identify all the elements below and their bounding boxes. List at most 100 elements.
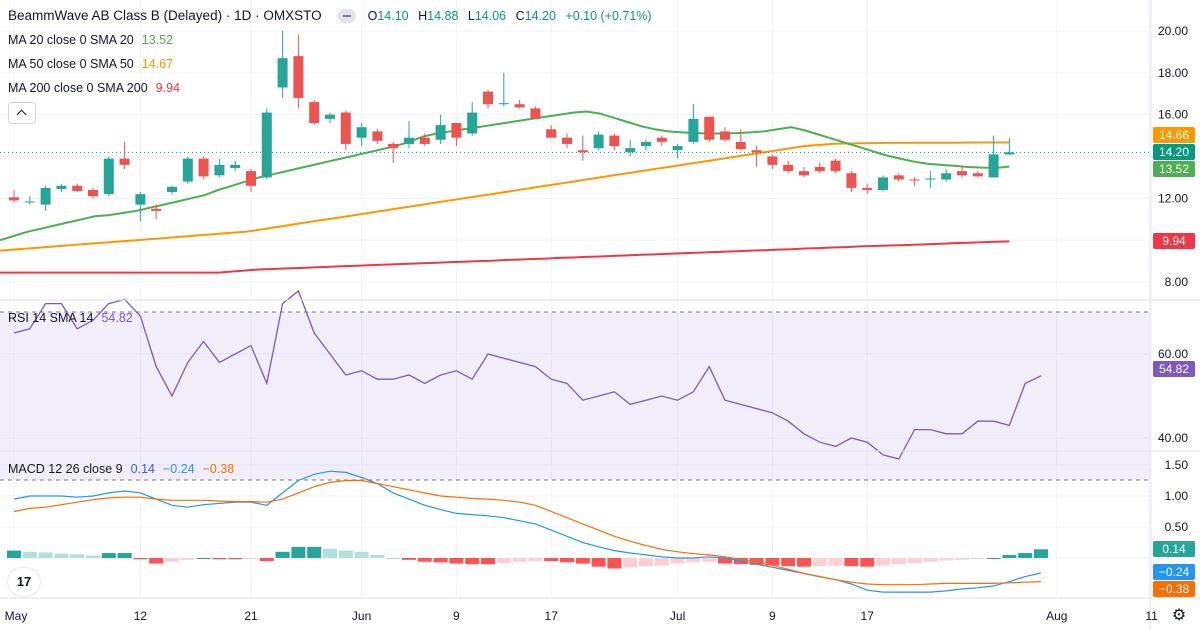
- macd-histogram-bar: [544, 558, 559, 562]
- macd-histogram-bar: [718, 558, 732, 564]
- candle: [103, 156, 114, 197]
- open-value: 14.10: [377, 8, 409, 23]
- candle: [230, 160, 241, 172]
- candle-body: [909, 179, 920, 181]
- macd-histogram-bar: [560, 558, 574, 563]
- candle-body: [309, 102, 320, 124]
- candle-body: [941, 173, 952, 180]
- candle: [625, 139, 636, 157]
- rsi-tick-label: 60.00: [1158, 347, 1188, 361]
- grid-lines: [0, 0, 1153, 598]
- candle: [988, 135, 999, 178]
- candle: [483, 89, 493, 109]
- candle-body: [388, 143, 399, 149]
- candle-body: [799, 171, 809, 176]
- ma20-value: 13.52: [141, 33, 174, 47]
- price-tick-label: 8.00: [1165, 275, 1189, 289]
- macd-histogram-bar: [196, 558, 211, 559]
- candle: [909, 177, 920, 186]
- candle: [972, 171, 983, 178]
- candle-body: [972, 173, 983, 177]
- candle: [799, 166, 809, 178]
- ma200-legend[interactable]: MA 200 close 0 SMA 200 9.94: [8, 81, 186, 95]
- ma200-value: 9.94: [155, 81, 181, 95]
- candle: [593, 131, 604, 151]
- candle: [119, 141, 130, 170]
- candle: [925, 171, 936, 188]
- candle: [609, 133, 620, 151]
- macd-legend[interactable]: MACD 12 26 close 9 0.14 −0.24 −0.38: [8, 462, 240, 476]
- macd-histogram-bar: [1018, 553, 1033, 558]
- macd-histogram-bar: [1034, 549, 1048, 558]
- macd-histogram-bar: [22, 551, 37, 558]
- symbol-title[interactable]: BeammWave AB Class B (Delayed) · 1D · OM…: [8, 8, 322, 23]
- ma20-legend[interactable]: MA 20 close 0 SMA 20 13.52: [8, 33, 179, 47]
- candle-body: [151, 208, 162, 211]
- macd-histogram-bar: [323, 548, 337, 558]
- macd-histogram-bar: [781, 558, 796, 567]
- ma50-legend[interactable]: MA 50 close 0 SMA 50 14.67: [8, 57, 179, 71]
- candle-body: [103, 158, 114, 195]
- signal-line: [13, 479, 1042, 586]
- price-tick-label: 18.00: [1158, 66, 1188, 80]
- candle-body: [451, 123, 462, 138]
- rsi-legend[interactable]: RSI 14 SMA 14 54.82: [8, 311, 139, 325]
- macd-tick-label: 1.50: [1165, 458, 1189, 472]
- macd-histogram-bar: [591, 558, 606, 567]
- candle-body: [893, 175, 904, 180]
- macd-histogram-bar: [228, 558, 243, 560]
- candle-body: [40, 187, 51, 205]
- macd-histogram-bar: [844, 558, 859, 567]
- candle: [372, 129, 383, 144]
- candle: [404, 120, 414, 149]
- candle-body: [783, 164, 794, 172]
- tradingview-logo-icon[interactable]: 17: [8, 568, 40, 596]
- low-value: 14.06: [474, 8, 507, 23]
- macd-signal-value: −0.38: [202, 462, 235, 476]
- candle: [198, 156, 209, 180]
- candle: [325, 112, 335, 124]
- ohlc-values: O14.10 H14.88 L14.06 C14.20 +0.10 (+0.71…: [368, 9, 658, 23]
- candle: [957, 166, 967, 178]
- time-tick-label: 12: [134, 609, 148, 623]
- candle-body: [135, 194, 146, 205]
- macd-histogram-bar: [907, 558, 922, 563]
- candle-body: [609, 135, 620, 147]
- candle-body: [419, 137, 430, 144]
- candle: [656, 135, 667, 147]
- macd-histogram-bar: [386, 558, 401, 559]
- time-tick-label: 21: [244, 609, 258, 623]
- candle-body: [704, 116, 715, 140]
- candle-body: [814, 166, 825, 172]
- candle: [893, 173, 904, 182]
- candle-body: [325, 114, 335, 119]
- rsi-band: [0, 311, 1150, 481]
- candle-body: [830, 160, 841, 172]
- macd-histogram-bar: [512, 558, 527, 562]
- time-tick-label: 11: [1145, 609, 1158, 623]
- candle: [72, 183, 83, 193]
- macd-histogram-bar: [70, 554, 85, 558]
- candle-body: [862, 187, 873, 190]
- candle-body: [483, 91, 493, 105]
- macd-histogram-bar: [307, 546, 322, 558]
- macd-histogram-bar: [528, 558, 543, 562]
- ma50-label: MA 50 close 0 SMA 50: [8, 57, 134, 71]
- more-icon[interactable]: [337, 8, 356, 23]
- candle: [562, 133, 572, 149]
- macd-histogram-bar: [955, 558, 969, 560]
- ma20-price-badge: 13.52: [1153, 161, 1195, 177]
- candle-body: [340, 112, 351, 144]
- time-tick-label: Jul: [670, 609, 685, 623]
- macd-histogram-bar: [1002, 554, 1017, 558]
- candle-body: [261, 112, 272, 178]
- collapse-legend-button[interactable]: [8, 102, 36, 124]
- candle: [135, 192, 146, 222]
- macd-histogram-bar: [291, 546, 306, 558]
- candle: [24, 196, 35, 205]
- rsi-line: [13, 289, 1042, 460]
- settings-gear-icon[interactable]: ⚙: [1171, 607, 1187, 624]
- candle-body: [293, 56, 304, 98]
